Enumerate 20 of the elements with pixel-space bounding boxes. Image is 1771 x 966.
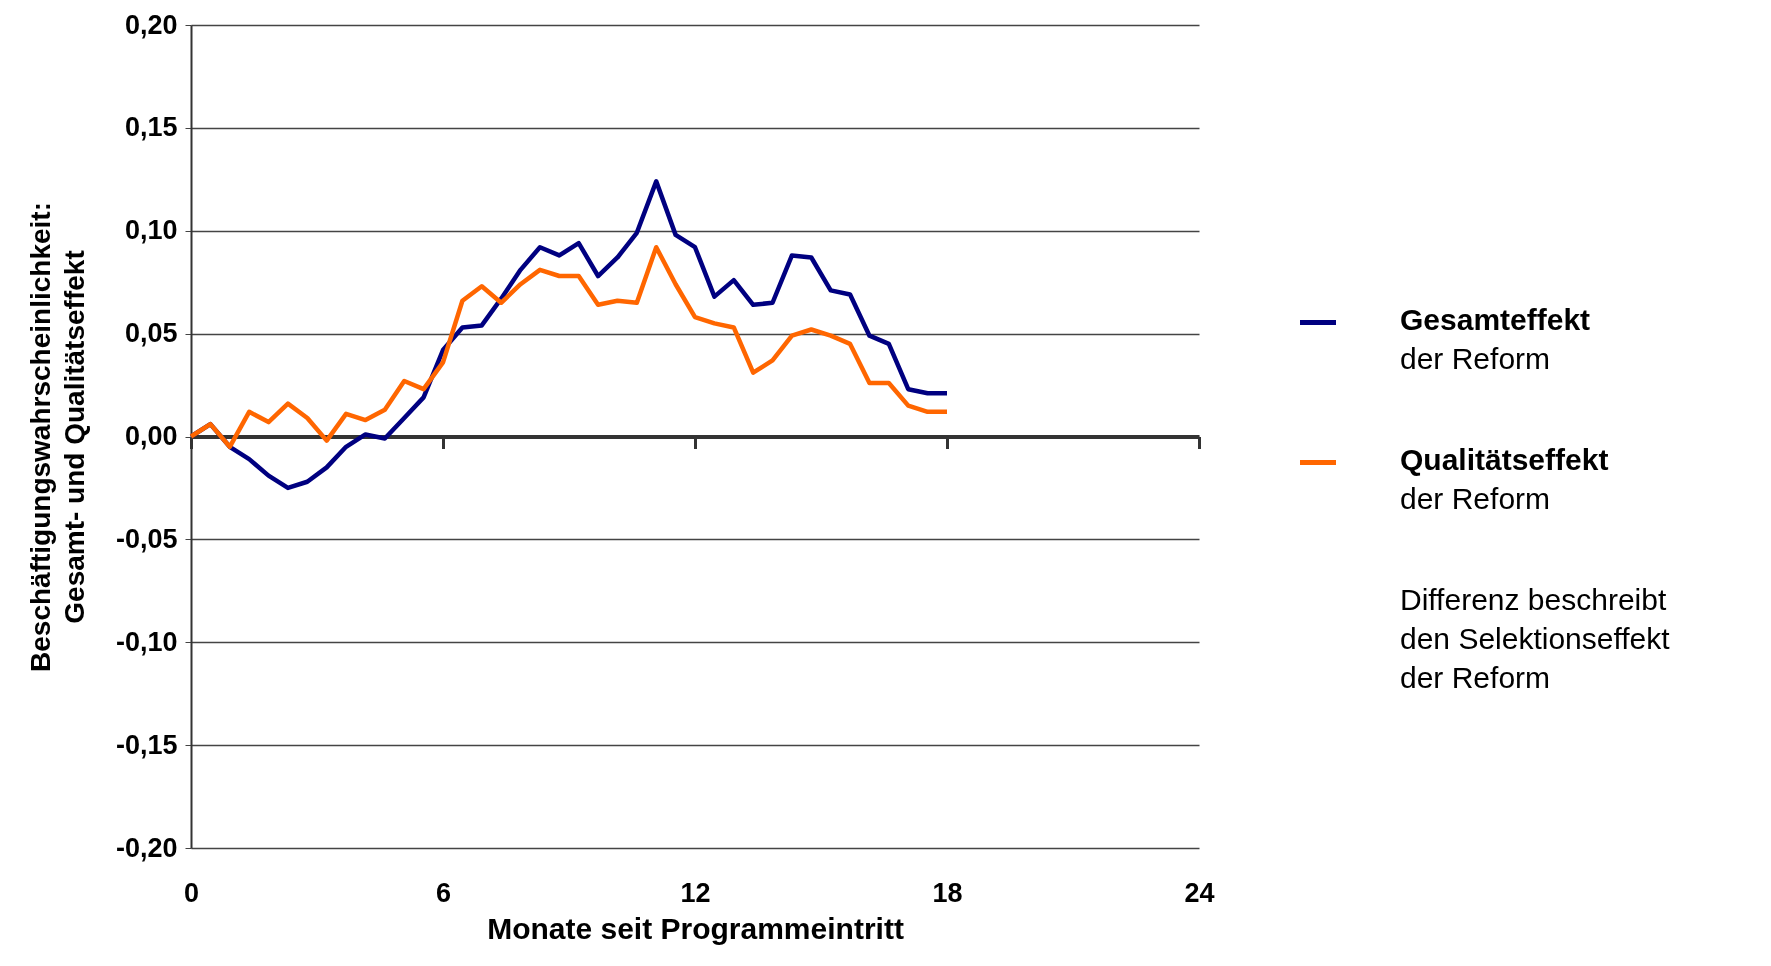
y-tick-label: -0,05 [115,523,178,554]
x-tick-label: 24 [1184,877,1215,908]
y-tick-label: 0,20 [124,9,178,40]
x-tick-label: 6 [435,877,452,908]
y-tick-label: 0,15 [124,112,178,143]
x-axis-title: Monate seit Programmeintritt [487,911,904,945]
y-tick-label: -0,20 [115,832,178,863]
legend-label: Qualitätseffekt der Reform [1400,442,1609,517]
text: Differenz beschreibt den Selektionseffekt der Reform [1400,582,1671,696]
legend-label: Gesamteffekt der Reform [1400,302,1591,377]
line-series [188,244,950,450]
y-tick-label: -0,15 [115,729,178,760]
y-tick-label: 0,10 [124,215,178,246]
x-tick-label: 18 [932,877,963,908]
y-axis-title: Beschäftigungswahrscheinlichkeit: Gesamt- und Qualitätseffekt [24,202,90,672]
x-tick-label: 12 [680,877,711,908]
y-tick-label: 0,05 [124,318,178,349]
x-tick-label: 0 [183,877,200,908]
y-tick-label: -0,10 [115,626,178,657]
y-tick-label: 0,00 [124,421,178,451]
